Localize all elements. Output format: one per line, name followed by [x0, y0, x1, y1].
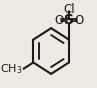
Text: S: S [64, 13, 74, 27]
Text: CH$_3$: CH$_3$ [0, 62, 23, 76]
Text: O: O [54, 14, 63, 27]
Text: O: O [75, 14, 84, 27]
Text: Cl: Cl [63, 3, 75, 16]
